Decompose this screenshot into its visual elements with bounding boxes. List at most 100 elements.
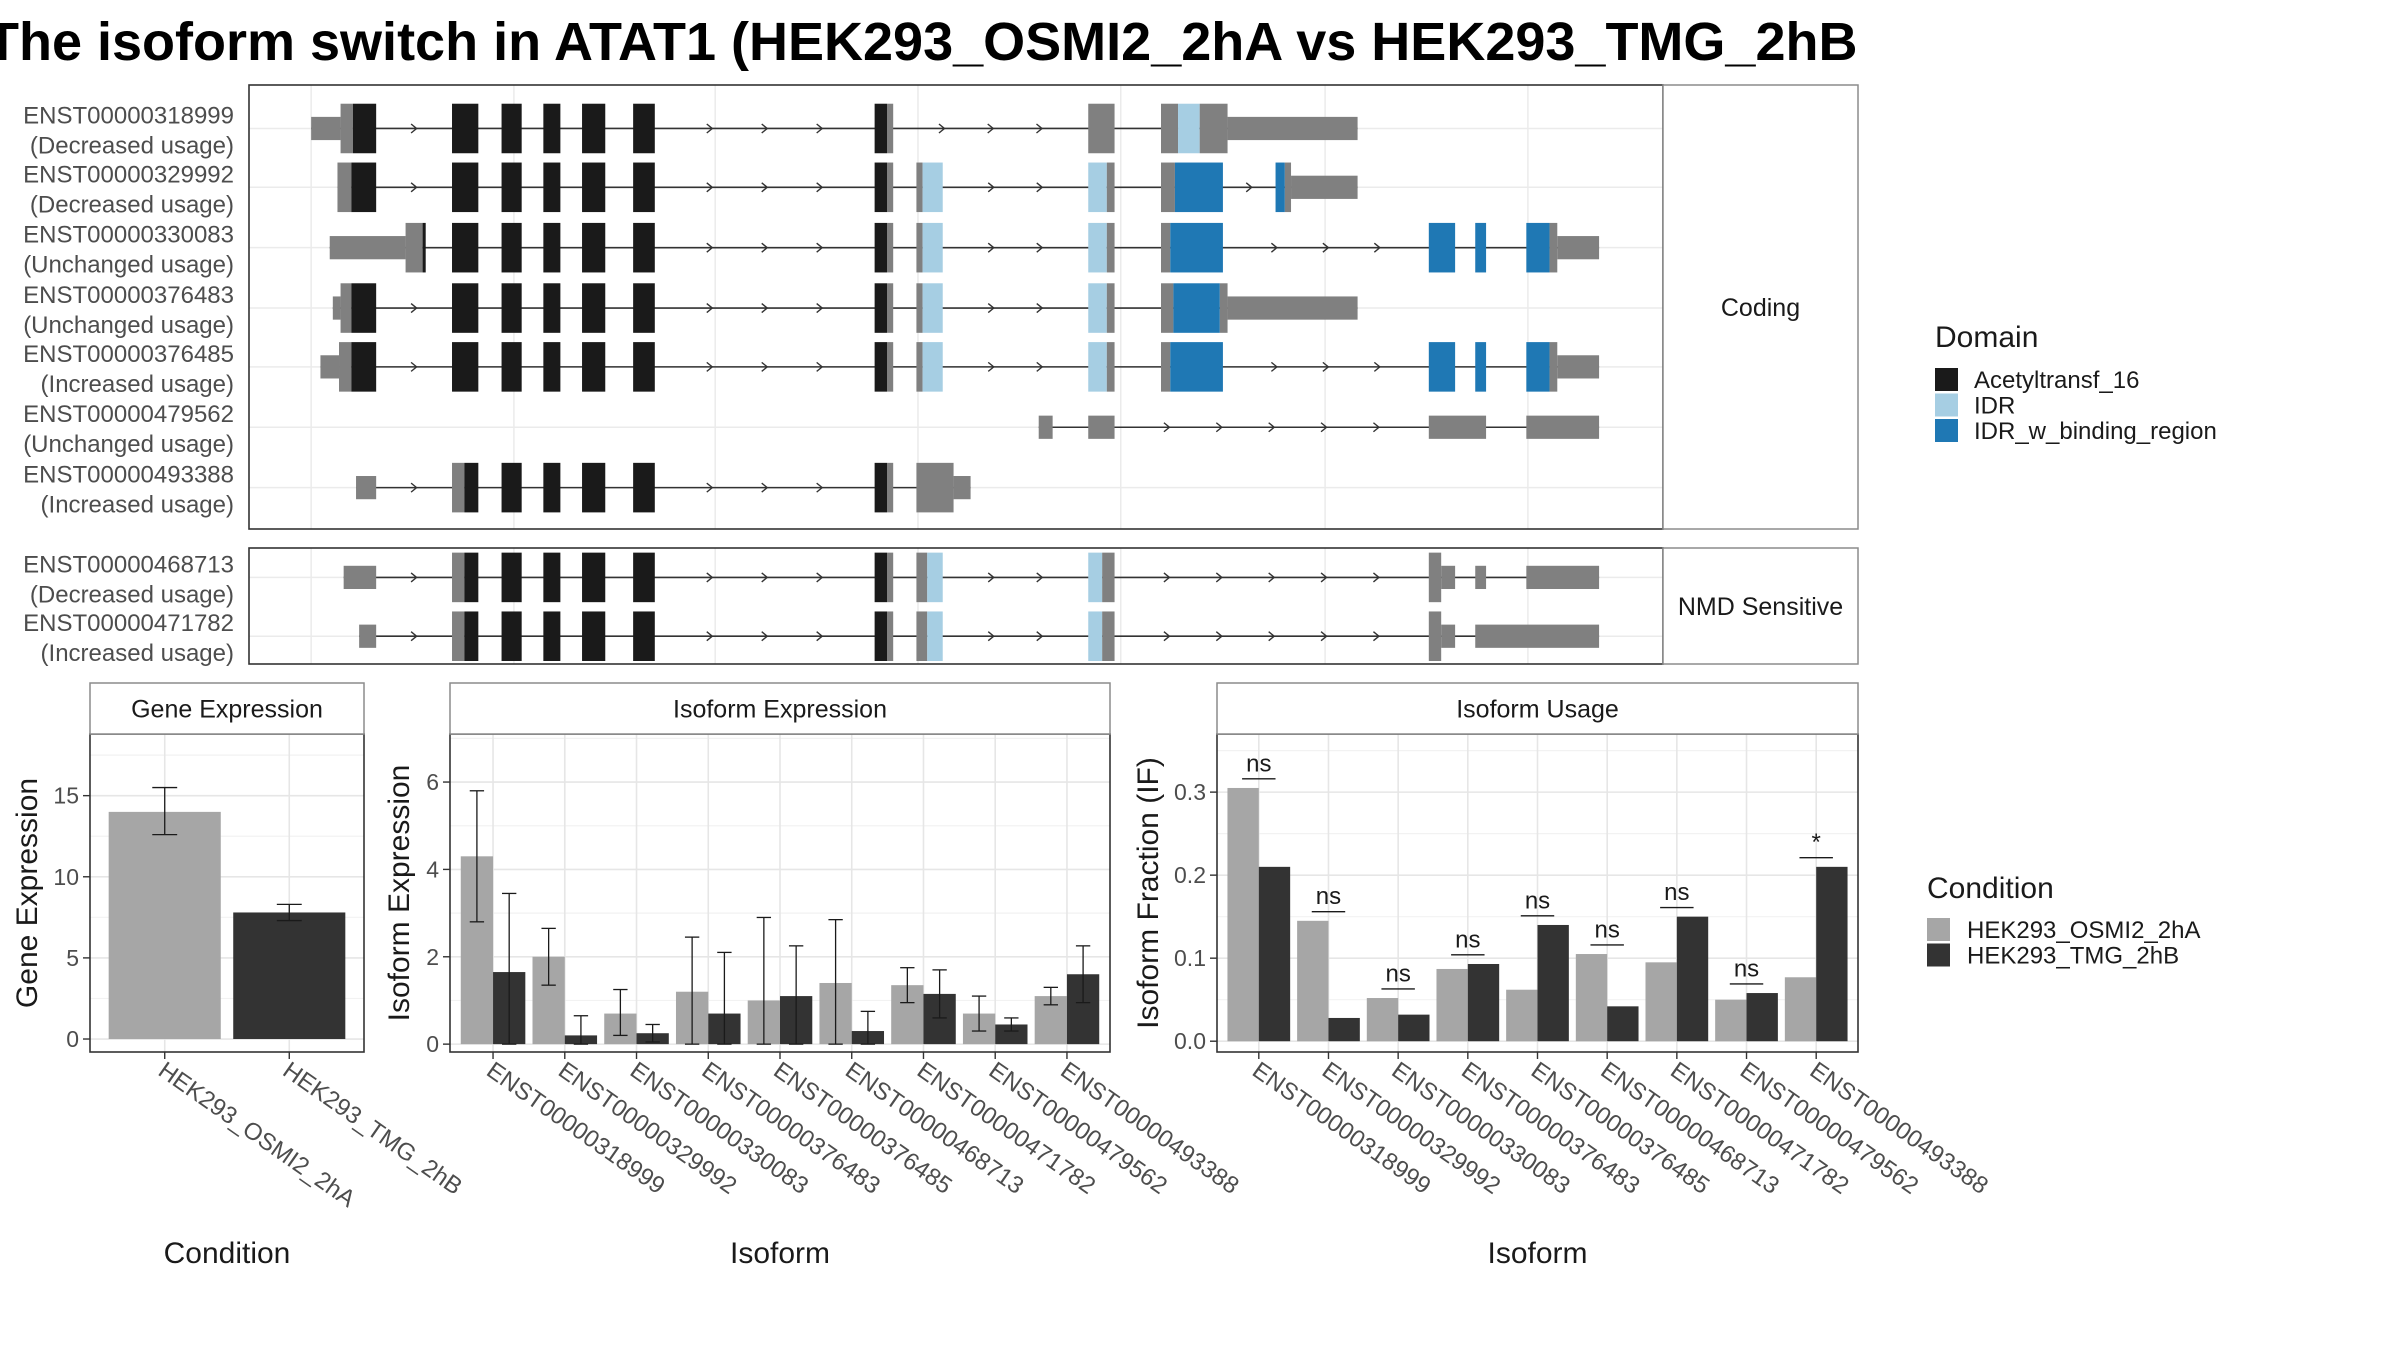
transcript-ENST00000376483 xyxy=(332,283,1358,333)
idr-binding-region-domain xyxy=(1170,222,1223,273)
bar-HEK293_OSMI2_2hA-ENST00000318999 xyxy=(1227,787,1259,1042)
significance-label: ns xyxy=(1246,750,1271,777)
bar-HEK293_OSMI2_2hA-ENST00000376483 xyxy=(1436,968,1468,1042)
acetyltransf-16-domain xyxy=(543,103,561,154)
exon xyxy=(1106,342,1115,392)
isoform-usage-facet-strip xyxy=(1216,682,1859,735)
transcript-ENST00000318999 xyxy=(311,103,1358,154)
idr-domain xyxy=(927,611,943,661)
bar-HEK293_OSMI2_2hA-ENST00000493388 xyxy=(1784,977,1817,1042)
utr-exon xyxy=(332,296,341,320)
strand-arrow xyxy=(1322,361,1330,372)
transcript-usage-label: (Decreased usage) xyxy=(30,132,234,159)
acetyltransf-16-domain xyxy=(501,103,522,154)
utr-exon xyxy=(311,116,341,141)
idr-binding-region-domain xyxy=(1428,342,1456,392)
exon xyxy=(916,552,928,603)
transcript-id-label: ENST00000318999 xyxy=(23,102,234,129)
acetyltransf-16-domain xyxy=(501,552,522,603)
utr-exon xyxy=(356,476,377,500)
acetyltransf-16-domain xyxy=(582,552,606,603)
utr-exon xyxy=(1557,355,1600,379)
idr-binding-region-domain xyxy=(1428,222,1456,273)
strand-arrow xyxy=(706,242,714,253)
bar-HEK293_OSMI2_2hA-ENST00000330083 xyxy=(1366,998,1399,1042)
strand-arrow xyxy=(1373,242,1381,253)
transcript-usage-label: (Increased usage) xyxy=(41,371,234,398)
strand-arrow xyxy=(1372,422,1381,433)
idr-binding-region-domain xyxy=(1174,162,1223,213)
idr-domain xyxy=(927,552,943,603)
acetyltransf-16-domain xyxy=(452,162,479,213)
strand-arrow xyxy=(1215,631,1223,642)
acetyltransf-16-domain xyxy=(874,552,888,603)
exon xyxy=(887,222,894,273)
acetyltransf-16-domain xyxy=(464,611,479,661)
isoform-expression-facet-strip xyxy=(449,682,1111,735)
strand-arrow xyxy=(1036,303,1044,314)
transcript-id-label: ENST00000471782 xyxy=(23,610,234,637)
exon xyxy=(1161,283,1174,333)
acetyltransf-16-domain xyxy=(543,342,561,392)
transcript-id-label: ENST00000376485 xyxy=(23,341,234,368)
gene-expression-x-axis-title: Condition xyxy=(164,1237,291,1270)
exon xyxy=(1428,552,1442,603)
idr-domain xyxy=(922,162,943,213)
utr-exon xyxy=(1526,565,1600,590)
exon xyxy=(887,162,894,213)
strand-arrow xyxy=(706,361,714,372)
exon xyxy=(916,283,923,333)
strand-arrow xyxy=(1270,242,1278,253)
exon xyxy=(1106,283,1115,333)
utr-exon xyxy=(1038,415,1053,439)
idr-binding-region-domain xyxy=(1475,222,1487,273)
acetyltransf-16-domain xyxy=(582,162,606,213)
significance-label: ns xyxy=(1455,926,1480,953)
significance-label: ns xyxy=(1594,916,1619,943)
acetyltransf-16-domain xyxy=(582,103,606,154)
exon xyxy=(916,162,923,213)
acetyltransf-16-domain xyxy=(452,103,479,154)
strand-arrow xyxy=(410,182,418,193)
exon xyxy=(1102,552,1115,603)
strand-arrow xyxy=(410,631,418,642)
exon xyxy=(1161,162,1175,213)
acetyltransf-16-domain xyxy=(874,162,888,213)
y-tick-label: 10 xyxy=(53,864,79,890)
strand-arrow xyxy=(706,482,714,493)
strand-arrow xyxy=(987,631,995,642)
exon xyxy=(1428,611,1442,661)
bar-HEK293_OSMI2_2hA xyxy=(108,811,221,1040)
bar-HEK293_OSMI2_2hA-ENST00000468713 xyxy=(1575,954,1608,1042)
utr-exon xyxy=(1227,296,1358,320)
y-tick-label: 15 xyxy=(53,783,79,809)
acetyltransf-16-domain xyxy=(582,342,606,392)
acetyltransf-16-domain xyxy=(543,552,561,603)
strand-arrow xyxy=(1215,422,1223,433)
domain-legend-key xyxy=(1935,368,1958,391)
condition-legend-label: HEK293_TMG_2hB xyxy=(1967,943,2179,970)
strand-arrow xyxy=(1268,572,1276,583)
y-tick-label: 6 xyxy=(426,769,439,795)
condition-legend-title: Condition xyxy=(1927,872,2054,905)
strand-arrow xyxy=(816,182,824,193)
significance-label: ns xyxy=(1734,955,1759,982)
strand-arrow xyxy=(816,303,824,314)
strand-arrow xyxy=(761,242,769,253)
utr-exon xyxy=(1428,415,1487,439)
strand-arrow xyxy=(987,182,995,193)
transcript-usage-label: (Unchanged usage) xyxy=(23,312,234,339)
strand-arrow xyxy=(1036,123,1044,134)
transcript-id-label: ENST00000468713 xyxy=(23,551,234,578)
acetyltransf-16-domain xyxy=(633,222,655,273)
exon xyxy=(1549,222,1558,273)
strand-arrow xyxy=(1036,361,1044,372)
nmd-facet-label: NMD Sensitive xyxy=(1678,593,1843,621)
exon xyxy=(1088,103,1115,154)
strand-arrow xyxy=(987,242,995,253)
exon xyxy=(916,342,923,392)
acetyltransf-16-domain xyxy=(633,552,655,603)
idr-domain xyxy=(1088,611,1103,661)
acetyltransf-16-domain xyxy=(633,283,655,333)
gene-expression-y-axis-title: Gene Expression xyxy=(11,778,44,1008)
